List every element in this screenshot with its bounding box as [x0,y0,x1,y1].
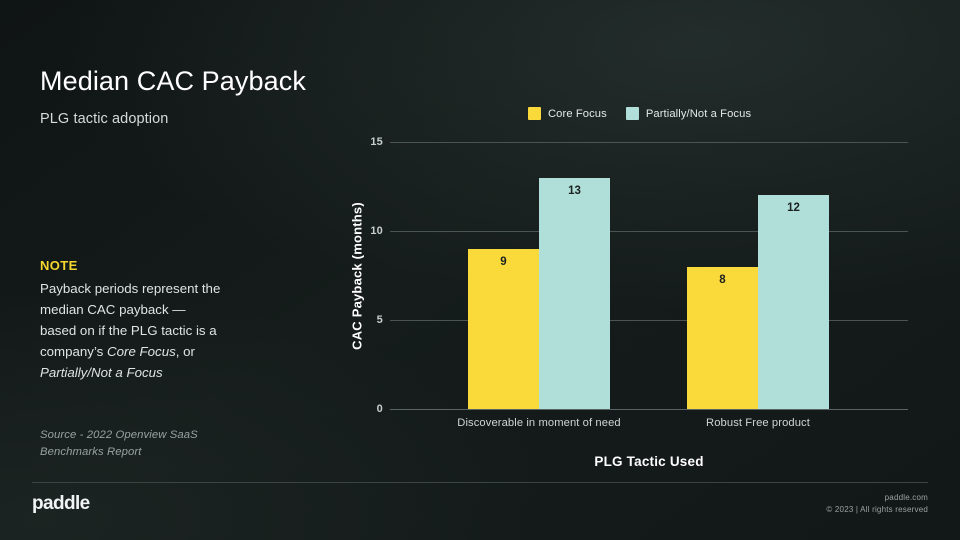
note-emphasis-core-focus: Core Focus [107,344,176,359]
plot-area: CAC Payback (months) 0 5 10 15 9 13 8 12 Disco… [350,136,908,469]
y-tick-15: 15 [370,136,383,148]
x-axis-label: PLG Tactic Used [594,454,704,469]
x-tick-label: Discoverable in moment of need [457,417,621,429]
bars-layer: 9 13 8 12 [390,142,908,409]
note-line-2: median CAC payback — [40,302,186,317]
paddle-logo-text: paddle [32,493,90,514]
bar-group: 8 12 [687,195,829,409]
legend-swatch-core-focus [528,107,541,120]
bar-group: 9 13 [468,177,610,409]
paddle-logo: paddle [32,494,90,513]
legend-label-partially-not-a-focus: Partially/Not a Focus [645,107,752,120]
gridline-0 [390,409,908,410]
gridline-5 [390,320,908,321]
page-title: Median CAC Payback [40,66,306,96]
bar-value-label: 13 [568,184,581,197]
note-emphasis-partially-not-a-focus: Partially/Not a Focus [40,365,163,380]
bar-value-label: 12 [787,202,800,215]
footer-divider [32,482,928,483]
note-body: Payback periods represent the median CAC… [40,278,302,383]
legend-swatch-partially-not-a-focus [625,107,639,120]
bar[interactable]: 13 [539,177,610,409]
left-column: Median CAC Payback PLG tactic adoption [40,66,360,127]
bar-value-label: 9 [500,255,507,268]
bar-value-label: 8 [719,273,726,286]
page-subtitle: PLG tactic adoption [40,110,169,127]
note-heading: NOTE [40,258,78,273]
y-tick-0: 0 [376,403,383,415]
gridline-15 [390,142,908,143]
legend-label-core-focus: Core Focus [548,107,607,120]
y-tick-10: 10 [370,225,383,237]
y-tick-5: 5 [376,314,383,326]
footer-copyright: © 2023 | All rights reserved [826,505,928,515]
bar[interactable]: 12 [758,195,829,409]
note-block: NOTE Payback periods represent the media… [40,258,302,383]
bar[interactable]: 9 [468,248,539,409]
note-line-4-suffix: , or [175,344,195,359]
footer-legal: paddle.com © 2023 | All rights reserved [826,492,928,517]
chart-legend: Core Focus Partially/Not a Focus [528,107,751,120]
source-line-1: Source - 2022 Openview SaaS [40,429,198,441]
source-citation: Source - 2022 Openview SaaS Benchmarks R… [40,427,280,461]
legend-item-partially-not-a-focus: Partially/Not a Focus [625,107,752,120]
note-line-1: Payback periods represent the [40,281,221,296]
y-axis-label: CAC Payback (months) [349,201,365,350]
gridline-10 [390,231,908,232]
note-line-3: based on if the PLG tactic is a [40,323,217,338]
bar[interactable]: 8 [687,266,758,409]
note-line-4-prefix: company’s [40,344,108,359]
footer-website: paddle.com [884,493,928,502]
bar-chart: Core Focus Partially/Not a Focus CAC Pay… [340,100,940,470]
legend-item-core-focus: Core Focus [528,107,607,120]
source-line-2: Benchmarks Report [40,445,142,458]
x-tick-label: Robust Free product [706,417,810,429]
